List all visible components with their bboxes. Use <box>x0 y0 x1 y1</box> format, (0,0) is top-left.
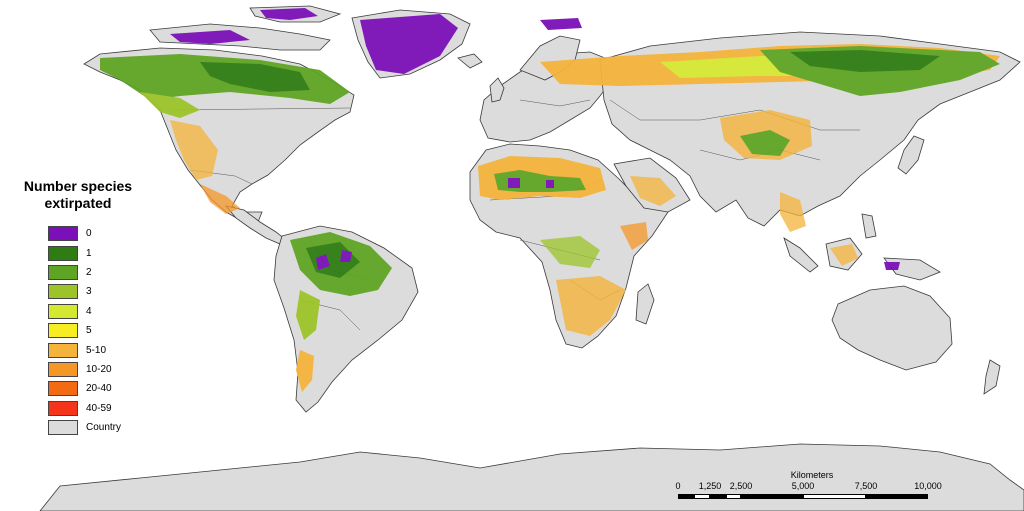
region-greenland <box>360 14 458 74</box>
legend-label: 0 <box>86 228 92 240</box>
scale-bar-tick-label: 7,500 <box>854 481 878 491</box>
extirpation-overlay <box>100 8 1000 392</box>
legend-item: 1 <box>48 243 168 262</box>
legend-title-line2: extirpated <box>44 195 112 211</box>
legend-swatch <box>48 303 78 319</box>
legend-item: 10-20 <box>48 360 168 379</box>
legend-label: 5 <box>86 325 92 337</box>
legend-label: 4 <box>86 305 92 317</box>
legend-label: 40-59 <box>86 402 112 414</box>
legend-swatch <box>48 284 78 300</box>
legend-swatch <box>48 361 78 377</box>
legend-label: 20-40 <box>86 383 112 395</box>
scale-bar: Kilometers 0 1,250 2,500 5,000 7,500 10,000 <box>672 470 952 504</box>
legend-item: 0 <box>48 224 168 243</box>
legend-label: 2 <box>86 266 92 278</box>
scale-bar-tick-label: 0 <box>675 481 681 491</box>
legend-swatch <box>48 323 78 339</box>
philippines <box>861 213 877 239</box>
legend-item: 3 <box>48 282 168 301</box>
legend-label: Country <box>86 422 122 434</box>
legend-swatch <box>48 381 78 397</box>
legend-label: 3 <box>86 286 92 298</box>
scale-bar-segment <box>803 494 866 499</box>
british-isles <box>489 77 505 103</box>
scale-bar-segment <box>694 494 710 499</box>
legend-swatch <box>48 264 78 280</box>
scale-bar-segment <box>726 494 741 499</box>
scale-bar-tick-label: 1,250 <box>698 481 722 491</box>
legend-label: 1 <box>86 247 92 259</box>
legend-item: 20-40 <box>48 379 168 398</box>
scale-bar-tick-label: 10,000 <box>914 481 942 491</box>
legend-item: 4 <box>48 302 168 321</box>
scale-bar-tick-label: 5,000 <box>791 481 815 491</box>
legend-label: 10-20 <box>86 363 112 375</box>
scandinavia <box>519 35 581 81</box>
legend-swatch <box>48 226 78 242</box>
legend-item: 40-59 <box>48 399 168 418</box>
legend-item: 2 <box>48 263 168 282</box>
legend-title: Number species extirpated <box>18 178 138 212</box>
legend-item: 5 <box>48 321 168 340</box>
scale-bar-tick-label: 2,500 <box>729 481 753 491</box>
scale-bar-segment <box>678 494 694 499</box>
japan <box>897 135 925 175</box>
sumatra <box>783 237 819 273</box>
scale-bar-segment <box>710 494 726 499</box>
scale-bar-title: Kilometers <box>790 470 834 480</box>
legend: Number species extirpated 0 1 2 3 4 5 5-10 10-2… <box>18 178 168 437</box>
australia <box>831 285 953 371</box>
legend-swatch <box>48 245 78 261</box>
legend-swatch <box>48 342 78 358</box>
iceland <box>457 53 483 69</box>
legend-item: Country <box>48 418 168 437</box>
legend-swatch <box>48 400 78 416</box>
legend-items: 0 1 2 3 4 5 5-10 10-20 20-40 40-59 Country <box>48 224 168 437</box>
legend-item: 5-10 <box>48 340 168 359</box>
legend-swatch <box>48 420 78 436</box>
scale-bar-segment <box>866 494 928 499</box>
scale-bar-segment <box>741 494 803 499</box>
legend-label: 5-10 <box>86 344 107 356</box>
madagascar <box>635 283 655 325</box>
new-zealand <box>983 359 1001 395</box>
legend-title-line1: Number species <box>23 178 133 194</box>
